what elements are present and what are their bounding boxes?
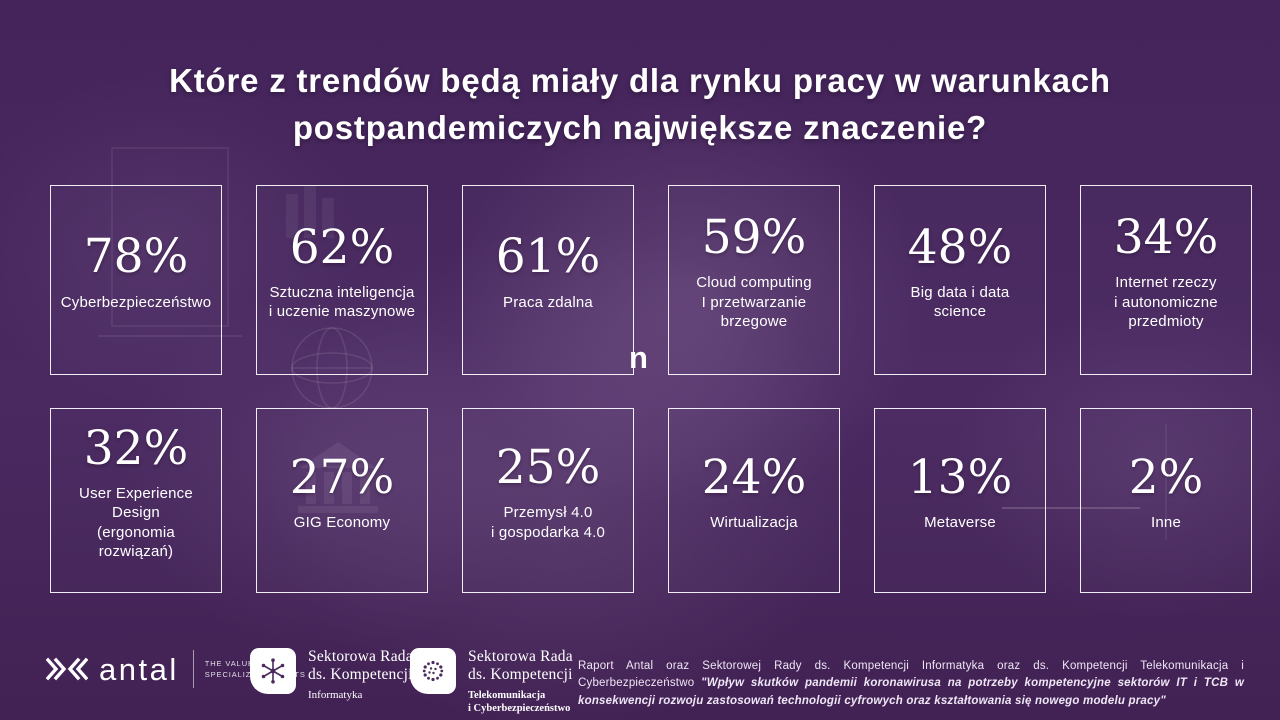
trend-card-ux-design: 32% User Experience Design (ergonomia ro… xyxy=(50,408,222,593)
trend-card-inne: 2% Inne xyxy=(1080,408,1252,593)
trend-value: 62% xyxy=(289,219,395,275)
page-title-line-2: postpandemiczych największe znaczenie? xyxy=(292,108,988,146)
council-name: Sektorowa Rada ds. Kompetencji xyxy=(468,648,573,685)
trend-card-internet-rzeczy: 34% Internet rzeczy i autonomiczne przed… xyxy=(1080,185,1252,375)
network-icon xyxy=(261,658,285,684)
source-note: Raport Antal oraz Sektorowej Rady ds. Ko… xyxy=(578,658,1244,711)
source-note-italic: "Wpływ skutków pandemii koronawirusa na … xyxy=(578,677,1244,708)
trend-grid: 78% Cyberbezpieczeństwo 62% Sztuczna int… xyxy=(50,185,1252,593)
council-name-line-1: Sektorowa Rada xyxy=(468,648,573,665)
council-name: Sektorowa Rada ds. Kompetencji xyxy=(308,648,413,685)
council-name-line-1: Sektorowa Rada xyxy=(308,648,413,665)
trend-label: Praca zdalna xyxy=(503,293,593,311)
logo-divider xyxy=(192,650,194,688)
trend-label: GIG Economy xyxy=(293,514,391,532)
trend-label: Cyberbezpieczeństwo xyxy=(60,293,212,311)
trend-card-gig-economy: 27% GIG Economy xyxy=(256,408,428,593)
trend-label: User Experience Design (ergonomia rozwią… xyxy=(79,485,193,560)
council-telecom-badge xyxy=(410,648,456,694)
trend-card-wirtualizacja: 24% Wirtualizacja xyxy=(668,408,840,593)
trend-card-przemysl-40: 25% Przemysł 4.0 i gospodarka 4.0 xyxy=(462,408,634,593)
trend-value: 2% xyxy=(1128,449,1204,505)
trend-card-sztuczna-inteligencja: 62% Sztuczna inteligencja i uczenie masz… xyxy=(256,185,428,375)
trend-label: Przemysł 4.0 i gospodarka 4.0 xyxy=(490,504,606,541)
trend-card-cloud-computing: 59% Cloud computing I przetwarzanie brze… xyxy=(668,185,840,375)
trend-card-metaverse: 13% Metaverse xyxy=(874,408,1046,593)
trend-label: Big data i data science xyxy=(910,283,1010,321)
trend-label: Wirtualizacja xyxy=(710,514,798,532)
council-division-line-1: Telekomunikacja xyxy=(468,689,546,701)
council-name-line-2: ds. Kompetencji xyxy=(468,666,573,684)
trend-label: Sztuczna inteligencja i uczenie maszynow… xyxy=(268,283,416,321)
trend-value: 27% xyxy=(289,449,395,505)
council-it-badge xyxy=(250,648,296,694)
trend-label: Cloud computing I przetwarzanie brzegowe xyxy=(696,274,812,330)
council-name-line-2: ds. Kompetencji xyxy=(308,666,413,684)
dots-circle-icon xyxy=(422,660,444,682)
page-title: Które z trendów będą miały dla rynku pra… xyxy=(0,58,1280,152)
page-title-line-1: Które z trendów będą miały dla rynku pra… xyxy=(169,62,1111,99)
council-telecom-text: Sektorowa Rada ds. Kompetencji Telekomun… xyxy=(468,648,573,715)
trend-label: Internet rzeczy i autonomiczne przedmiot… xyxy=(1114,274,1218,330)
trend-value: 13% xyxy=(907,449,1013,505)
trend-value: 61% xyxy=(495,229,601,285)
trend-card-cyberbezpieczenstwo: 78% Cyberbezpieczeństwo xyxy=(50,185,222,375)
antal-tagline-line-1: The value of xyxy=(204,658,270,668)
council-division-line-2: i Cyberbezpieczeństwo xyxy=(468,702,571,714)
council-telecom-logo: Sektorowa Rada ds. Kompetencji Telekomun… xyxy=(410,648,573,715)
trend-value: 32% xyxy=(83,420,189,476)
source-note-regular: Raport Antal oraz Sektorowej Rady ds. Ko… xyxy=(578,659,1244,690)
antal-wordmark: antal xyxy=(99,651,179,687)
antal-chevrons-icon xyxy=(46,657,88,681)
council-division: Informatyka xyxy=(308,688,363,701)
council-it-logo: Sektorowa Rada ds. Kompetencji Informaty… xyxy=(250,648,413,702)
trend-value: 48% xyxy=(907,219,1013,275)
trend-label: Inne xyxy=(1151,514,1181,532)
trend-card-big-data: 48% Big data i data science xyxy=(874,185,1046,375)
trend-card-praca-zdalna: 61% Praca zdalna xyxy=(462,185,634,375)
trend-value: 24% xyxy=(701,449,807,505)
trend-value: 34% xyxy=(1113,210,1219,266)
stray-n-character: n xyxy=(629,340,648,375)
trend-value: 78% xyxy=(83,229,189,285)
council-it-text: Sektorowa Rada ds. Kompetencji Informaty… xyxy=(308,648,413,702)
council-division: Telekomunikacja i Cyberbezpieczeństwo xyxy=(468,689,573,715)
trend-value: 59% xyxy=(701,210,807,266)
trend-label: Metaverse xyxy=(924,514,996,532)
trend-value: 25% xyxy=(495,440,601,496)
